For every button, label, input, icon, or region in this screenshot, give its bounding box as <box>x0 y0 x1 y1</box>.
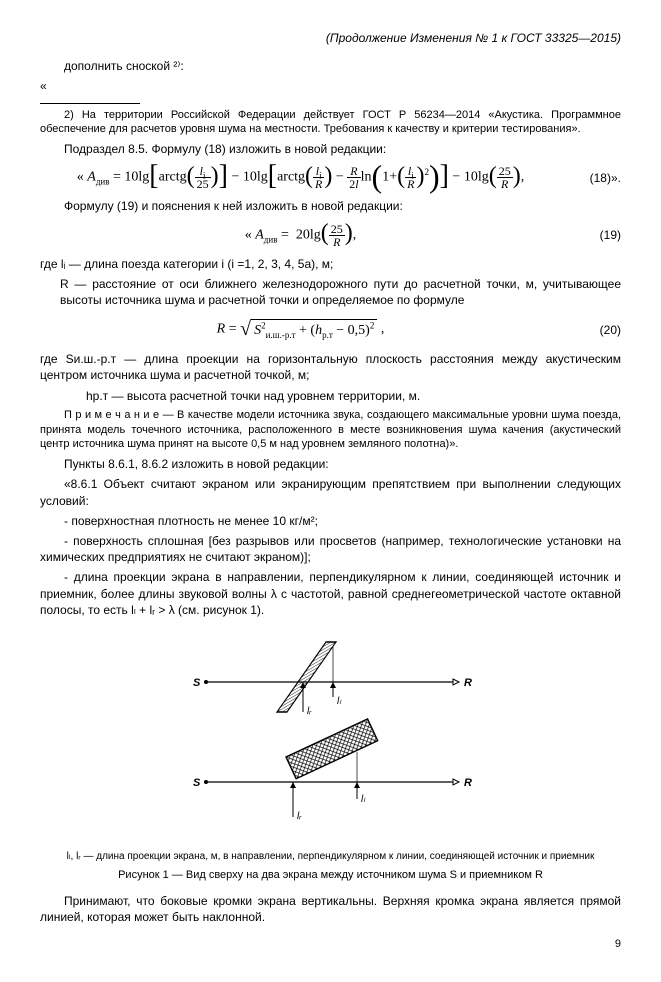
equation-19: « Aдив = 20lg(25R), (19) <box>40 223 621 248</box>
equation-19-number: (19) <box>561 227 621 243</box>
figure-1-legend: lₗ, lᵣ — длина проекции экрана, м, в нап… <box>40 850 621 864</box>
p-8-5: Подраздел 8.5. Формулу (18) изложить в н… <box>40 141 621 157</box>
where-li: где lᵢ — длина поезда категории i (i =1,… <box>40 256 621 272</box>
figure-1-svg: S R lₗ lᵣ S R lₗ lᵣ <box>181 632 481 832</box>
fig-r-top: R <box>464 677 472 689</box>
p-last: Принимают, что боковые кромки экрана вер… <box>40 893 621 925</box>
p-8-6-1: «8.6.1 Объект считают экраном или экрани… <box>40 476 621 508</box>
fig-ll-bot: lₗ <box>361 794 366 805</box>
equation-20-body: R = √S2и.ш.-р.т + (hр.т − 0,5)2 , <box>40 316 561 343</box>
where-h: hр.т — высота расчетной точки над уровне… <box>40 388 621 404</box>
bullet-3: - длина проекции экрана в направлении, п… <box>40 569 621 618</box>
bullet-1: - поверхностная плотность не менее 10 кг… <box>40 513 621 529</box>
footnote-rule <box>40 103 140 104</box>
figure-1: S R lₗ lᵣ S R lₗ lᵣ <box>40 632 621 836</box>
fig-s-top: S <box>193 677 201 689</box>
equation-18-body: « Aдив = 10lg[arctg(li25)] − 10lg[arctg(… <box>40 165 561 190</box>
continuation-header: (Продолжение Изменения № 1 к ГОСТ 33325—… <box>40 30 621 46</box>
where-r: R — расстояние от оси ближнего железнодо… <box>40 276 621 308</box>
fig-ll-top: lₗ <box>337 696 342 707</box>
equation-20-number: (20) <box>561 322 621 338</box>
where-s: где Sи.ш.-р.т — длина проекции на горизо… <box>40 351 621 383</box>
add-footnote-text: дополнить сноской ²⁾: <box>40 58 621 74</box>
fig-lr-top: lᵣ <box>307 706 312 717</box>
p-8-6-head: Пункты 8.6.1, 8.6.2 изложить в новой ред… <box>40 456 621 472</box>
equation-19-body: « Aдив = 20lg(25R), <box>40 223 561 248</box>
open-quote: « <box>40 78 621 94</box>
page-number: 9 <box>40 937 621 952</box>
fig-lr-bot: lᵣ <box>297 811 302 822</box>
equation-20: R = √S2и.ш.-р.т + (hр.т − 0,5)2 , (20) <box>40 316 621 343</box>
fig-s-bot: S <box>193 777 201 789</box>
equation-18-number: (18)». <box>561 170 621 186</box>
figure-1-caption: Рисунок 1 — Вид сверху на два экрана меж… <box>40 868 621 883</box>
fig-r-bot: R <box>464 777 472 789</box>
note-text: П р и м е ч а н и е — В качестве модели … <box>40 408 621 453</box>
footnote-2: 2) На территории Российской Федерации де… <box>40 108 621 138</box>
p-formula-19: Формулу (19) и пояснения к ней изложить … <box>40 198 621 214</box>
bullet-2: - поверхность сплошная [без разрывов или… <box>40 533 621 565</box>
equation-18: « Aдив = 10lg[arctg(li25)] − 10lg[arctg(… <box>40 165 621 190</box>
